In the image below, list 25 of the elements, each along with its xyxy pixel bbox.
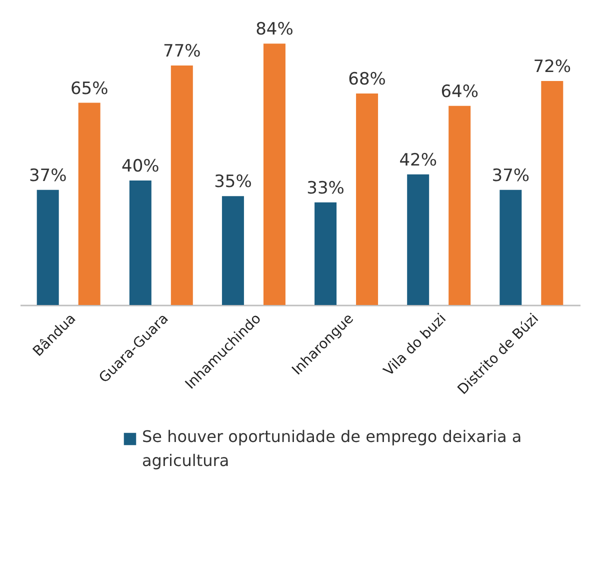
data-label: 40% xyxy=(122,156,160,177)
data-label: 72% xyxy=(533,57,572,77)
data-label: 84% xyxy=(256,20,294,40)
data-label: 77% xyxy=(163,41,201,62)
bar xyxy=(78,102,100,305)
data-label: 42% xyxy=(399,150,437,170)
data-label: 65% xyxy=(70,78,108,99)
bar xyxy=(356,93,378,305)
bar xyxy=(500,190,522,305)
bar xyxy=(222,196,244,305)
data-label: 68% xyxy=(348,69,386,90)
bar xyxy=(129,180,152,305)
bar xyxy=(541,81,564,305)
bar xyxy=(36,190,59,305)
bar xyxy=(314,202,337,305)
bar xyxy=(407,174,430,305)
bar xyxy=(170,65,193,305)
data-label: 64% xyxy=(440,82,478,102)
data-label: 33% xyxy=(306,178,344,198)
data-label: 35% xyxy=(214,172,252,192)
data-label: 37% xyxy=(492,166,530,186)
bar xyxy=(448,106,471,305)
bar xyxy=(263,44,286,305)
data-label: 37% xyxy=(28,166,67,186)
legend-label: Se houver oportunidade de emprego deixaria a agricultura xyxy=(142,427,522,470)
